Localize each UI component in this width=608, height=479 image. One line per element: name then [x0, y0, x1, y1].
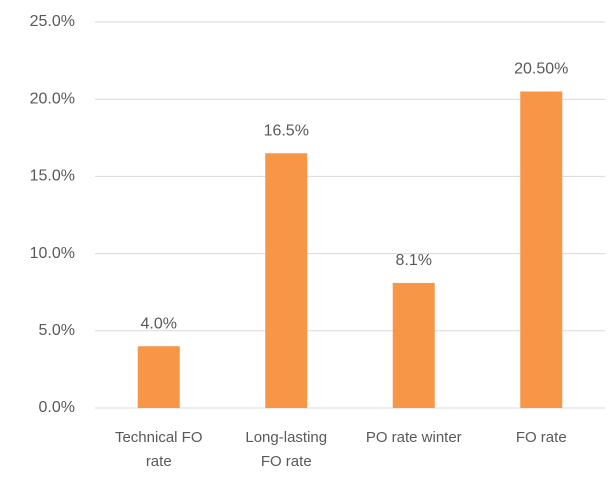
y-tick-label: 20.0%	[30, 90, 75, 107]
bar	[265, 153, 308, 408]
bar	[520, 91, 563, 408]
y-tick-label: 10.0%	[30, 245, 75, 262]
y-tick-label: 15.0%	[30, 168, 75, 185]
data-label: 20.50%	[514, 61, 568, 78]
x-tick-label: Technical FO rate	[114, 429, 203, 470]
x-tick-label: FO rate	[515, 429, 567, 446]
x-tick-label: Long-lasting FO rate	[245, 429, 328, 470]
x-tick-label: PO rate winter	[365, 429, 462, 446]
y-tick-label: 5.0%	[39, 322, 75, 339]
y-tick-label: 25.0%	[30, 13, 75, 30]
bar	[392, 282, 435, 408]
bar	[137, 346, 180, 408]
data-label: 4.0%	[141, 315, 177, 332]
data-label: 16.5%	[264, 122, 309, 139]
y-tick-label: 0.0%	[39, 399, 75, 416]
data-label: 8.1%	[396, 252, 432, 269]
